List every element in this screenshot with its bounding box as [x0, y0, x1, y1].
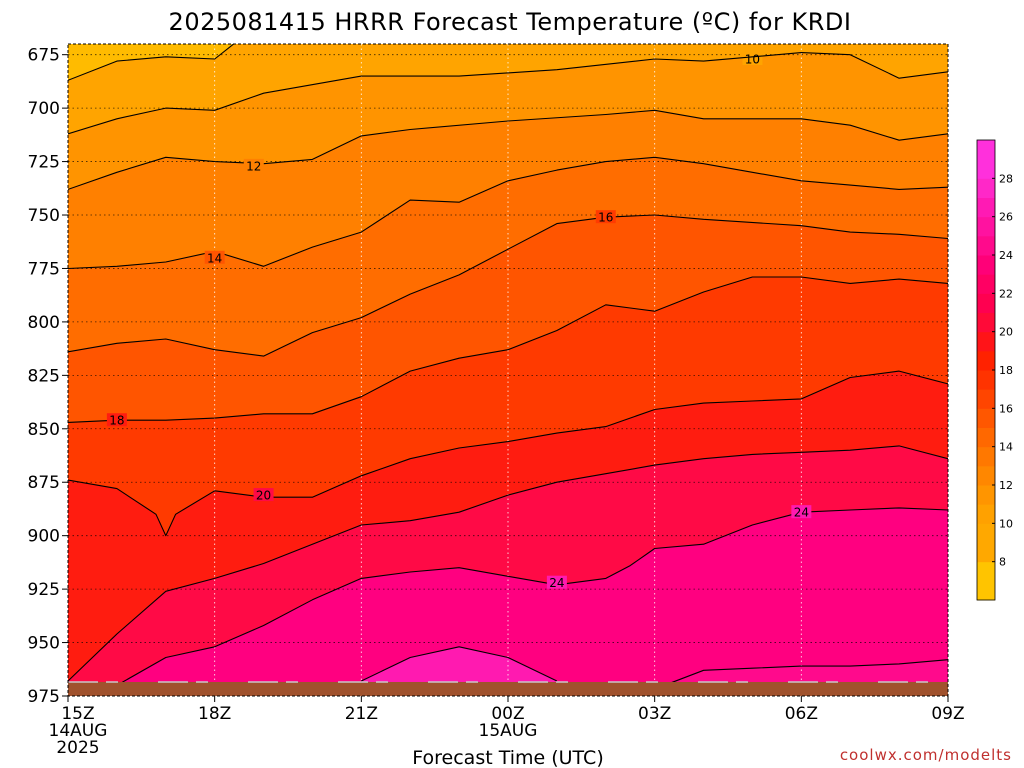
colorbar-swatch-12: [977, 465, 995, 486]
colorbar-label-28: 28: [999, 172, 1013, 185]
xtick-label-24-0: 00Z: [491, 704, 524, 724]
isotherm-label-25: 24: [794, 506, 809, 520]
isotherm-18: [68, 370, 948, 537]
xtick-label-15-0: 15Z: [61, 704, 94, 724]
xtick-label-15-2: 2025: [56, 738, 99, 758]
colorbar-swatch-10: [977, 504, 995, 524]
isotherm-label-18: 18: [109, 414, 124, 428]
colorbar-swatch-8: [977, 523, 995, 563]
xtick-label-18-0: 18Z: [198, 704, 231, 724]
isotherm-label-bg: [595, 210, 616, 224]
colorbar-label-26: 26: [999, 211, 1013, 224]
isotherm-label-bg: [253, 488, 274, 502]
xtick-label-30-0: 06Z: [785, 704, 818, 724]
isotherm-label-12: 12: [246, 159, 261, 173]
colorbar-swatch-22: [977, 274, 995, 294]
xtick-label-24-1: 15AUG: [479, 721, 538, 741]
xtick-label-15-1: 14AUG: [49, 721, 108, 741]
colorbar-label-14: 14: [999, 441, 1013, 454]
isotherm-11: [68, 52, 948, 135]
source-credit: coolwx.com/modelts: [840, 746, 1012, 764]
colorbar-label-8: 8: [999, 556, 1006, 569]
ytick-label-825: 825: [28, 366, 60, 386]
isotherm-label-16: 16: [598, 211, 613, 225]
y-axis: 675 700 725 750 775 800 825 850 875 900 925 950 975: [28, 46, 68, 707]
colorbar-label-24: 24: [999, 249, 1013, 262]
ytick-label-800: 800: [28, 313, 60, 333]
isotherm-24: [361, 646, 558, 682]
isotherm-26: [664, 659, 948, 686]
colorbar-label-18: 18: [999, 364, 1013, 377]
xtick-label-27-0: 03Z: [638, 704, 671, 724]
isotherm-label-bg: [106, 413, 127, 427]
colorbar-swatch-15: [977, 408, 995, 428]
colorbar-swatch-6: [977, 561, 995, 601]
colorbar-label-12: 12: [999, 479, 1013, 492]
isotherm-label-bg: [243, 158, 264, 172]
ytick-label-675: 675: [28, 46, 60, 66]
colorbar-swatch-17: [977, 370, 995, 390]
colorbar-label-22: 22: [999, 287, 1013, 300]
isotherm-contours: 10 12 14 16 18 20 24 24: [68, 44, 948, 695]
isotherm-16: [68, 276, 948, 423]
colorbar-swatch-11: [977, 485, 995, 505]
colorbar-label-20: 20: [999, 326, 1013, 339]
colorbar: 8 10 12 14 16 18 20 22 24 26 28: [976, 139, 1013, 601]
colorbar-swatch-13: [977, 446, 995, 467]
isotherm-label-14: 14: [207, 251, 222, 265]
ytick-label-750: 750: [28, 206, 60, 226]
isotherm-label-bg: [546, 575, 567, 589]
band-below-22: [68, 507, 948, 696]
ytick-label-950: 950: [28, 634, 60, 654]
isotherm-14: [68, 214, 948, 357]
colorbar-label-16: 16: [999, 402, 1013, 415]
ytick-label-925: 925: [28, 580, 60, 600]
ytick-label-975: 975: [28, 687, 60, 707]
ground-fill: [68, 682, 948, 696]
isotherm-20: [68, 445, 948, 682]
colorbar-label-10: 10: [999, 517, 1013, 530]
isotherm-label-24: 24: [549, 576, 564, 590]
isotherm-label-bg: [742, 51, 763, 65]
chart-title: 2025081415 HRRR Forecast Temperature (ºC…: [169, 8, 852, 36]
isotherm-12: [68, 109, 948, 190]
isotherm-label-20: 20: [256, 489, 271, 503]
colorbar-swatch-23: [977, 255, 995, 275]
ytick-label-725: 725: [28, 153, 60, 173]
isotherm-label-10: 10: [745, 52, 760, 66]
colorbar-swatch-16: [977, 389, 995, 409]
colorbar-swatch-14: [977, 427, 995, 448]
ytick-label-900: 900: [28, 527, 60, 547]
x-axis-label: Forecast Time (UTC): [412, 747, 603, 768]
xtick-label-33-0: 09Z: [931, 704, 964, 724]
colorbar-swatch-19: [977, 331, 995, 352]
gridlines: [68, 44, 948, 696]
colorbar-swatch-25: [977, 216, 995, 237]
isotherm-10: [68, 44, 235, 81]
ytick-label-875: 875: [28, 473, 60, 493]
colorbar-swatch-27: [977, 178, 995, 198]
ytick-label-775: 775: [28, 259, 60, 279]
colorbar-swatch-24: [977, 235, 995, 256]
colorbar-swatch-26: [977, 197, 995, 218]
ground-surface: [68, 681, 948, 696]
colorbar-swatch-20: [977, 312, 995, 333]
isotherm-label-bg: [204, 250, 225, 264]
xtick-label-21-0: 21Z: [345, 704, 378, 724]
ytick-label-850: 850: [28, 420, 60, 440]
isotherm-label-bg: [791, 505, 812, 519]
colorbar-swatch-21: [977, 293, 995, 313]
colorbar-swatch-18: [977, 350, 995, 371]
colorbar-swatch-28: [977, 140, 995, 179]
ytick-label-700: 700: [28, 99, 60, 119]
